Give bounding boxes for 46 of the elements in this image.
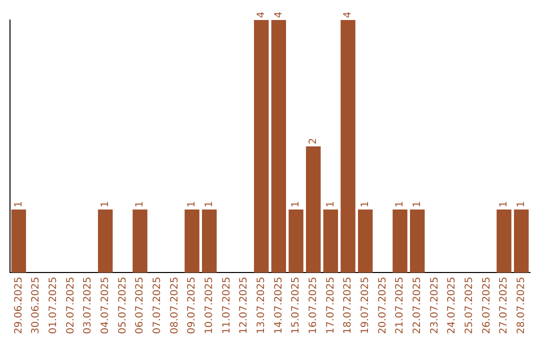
x-tick-label: 20.07.2025 bbox=[377, 276, 388, 334]
x-tick-label: 26.07.2025 bbox=[481, 276, 492, 334]
x-tick-label: 14.07.2025 bbox=[273, 276, 284, 334]
x-tick-label: 29.06.2025 bbox=[13, 276, 24, 334]
x-tick-label: 13.07.2025 bbox=[256, 276, 267, 334]
x-tick-label: 27.07.2025 bbox=[498, 276, 510, 334]
x-tick-label: 19.07.2025 bbox=[360, 276, 371, 334]
x-tick-label: 10.07.2025 bbox=[204, 276, 215, 334]
x-tick-label: 15.07.2025 bbox=[290, 276, 302, 334]
x-tick-label: 01.07.2025 bbox=[48, 276, 59, 334]
x-tick-label: 09.07.2025 bbox=[186, 276, 198, 334]
data-label: 1 bbox=[498, 201, 510, 208]
x-tick-label: 30.06.2025 bbox=[30, 276, 42, 334]
x-tick-label: 16.07.2025 bbox=[308, 276, 319, 334]
x-tick-label: 06.07.2025 bbox=[134, 276, 146, 334]
x-tick-label: 18.07.2025 bbox=[342, 276, 354, 334]
x-tick-label: 11.07.2025 bbox=[221, 276, 232, 334]
x-tick-label: 07.07.2025 bbox=[152, 276, 163, 334]
x-tick-label: 22.07.2025 bbox=[412, 276, 423, 334]
data-label: 1 bbox=[204, 201, 215, 208]
data-label: 2 bbox=[308, 138, 319, 144]
data-label: 1 bbox=[412, 201, 423, 208]
x-tick-label: 03.07.2025 bbox=[82, 276, 94, 334]
data-label: 4 bbox=[256, 12, 267, 18]
data-label: 1 bbox=[394, 201, 406, 208]
data-label: 4 bbox=[273, 12, 284, 18]
x-tick-label: 24.07.2025 bbox=[446, 276, 458, 334]
data-label: 4 bbox=[342, 12, 354, 18]
x-tick-label: 02.07.2025 bbox=[65, 276, 76, 334]
data-label: 1 bbox=[516, 201, 527, 208]
x-tick-label: 21.07.2025 bbox=[394, 276, 406, 334]
data-label: 1 bbox=[186, 201, 198, 208]
x-tick-label: 05.07.2025 bbox=[117, 276, 128, 334]
x-tick-label: 12.07.2025 bbox=[238, 276, 250, 334]
x-tick-label: 04.07.2025 bbox=[100, 276, 111, 334]
x-tick-label: 28.07.2025 bbox=[516, 276, 527, 334]
data-label: 1 bbox=[360, 201, 371, 208]
x-tick-label: 23.07.2025 bbox=[429, 276, 440, 334]
x-tick-label: 25.07.2025 bbox=[464, 276, 475, 334]
data-label: 1 bbox=[325, 201, 336, 208]
x-tick-label: 17.07.2025 bbox=[325, 276, 336, 334]
data-label: 1 bbox=[290, 201, 302, 208]
data-label: 1 bbox=[100, 201, 111, 208]
data-label: 1 bbox=[13, 201, 24, 208]
data-label: 1 bbox=[134, 201, 146, 208]
x-tick-label: 08.07.2025 bbox=[169, 276, 180, 334]
